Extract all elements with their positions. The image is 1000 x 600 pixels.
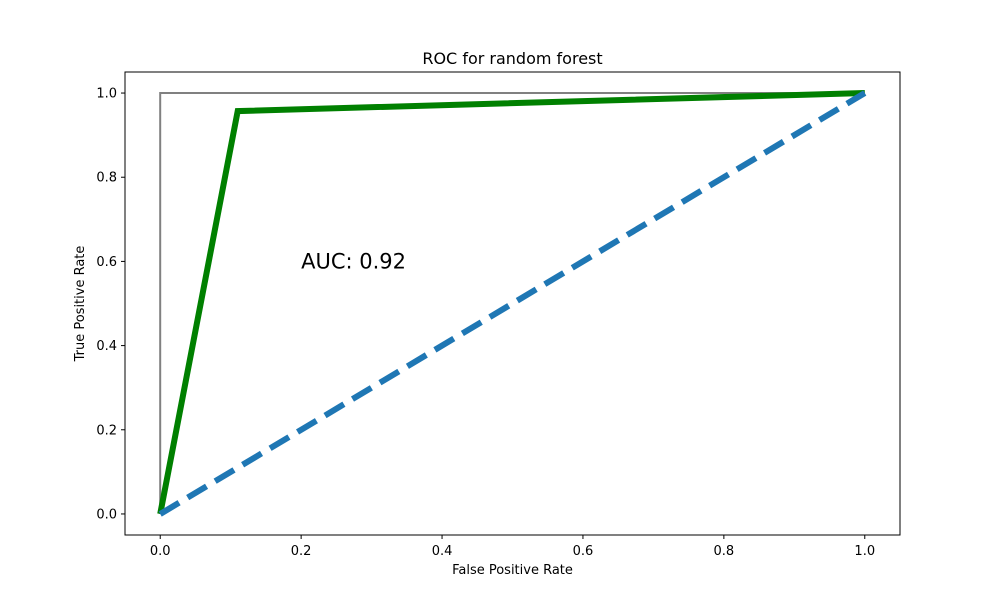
y-tick-label: 1.0 <box>96 87 117 102</box>
x-tick-label: 1.0 <box>854 544 875 559</box>
plot-area <box>157 90 867 517</box>
y-tick-label: 0.8 <box>96 171 117 186</box>
y-tick-label: 0.4 <box>96 339 117 354</box>
chart-title: ROC for random forest <box>422 49 602 68</box>
y-tick-label: 0.0 <box>96 507 117 522</box>
y-axis-title: True Positive Rate <box>73 246 88 363</box>
x-tick-label: 0.0 <box>150 544 171 559</box>
axes-frame <box>124 71 901 536</box>
y-axis: 0.0 0.2 0.4 0.6 0.8 1.0 <box>96 87 125 522</box>
y-tick-label: 0.6 <box>96 255 117 270</box>
x-axis-title: False Positive Rate <box>452 563 573 578</box>
x-tick-label: 0.8 <box>714 544 735 559</box>
auc-annotation: AUC: 0.92 <box>301 249 406 273</box>
perfect-classifier-line <box>159 92 865 514</box>
annotations: AUC: 0.92 <box>301 249 406 273</box>
roc-curve-line <box>157 90 865 515</box>
y-tick-label: 0.2 <box>96 423 117 438</box>
x-axis: 0.0 0.2 0.4 0.6 0.8 1.0 <box>150 535 875 559</box>
x-tick-label: 0.4 <box>432 544 453 559</box>
x-tick-label: 0.2 <box>291 544 312 559</box>
x-tick-label: 0.6 <box>573 544 594 559</box>
random-baseline-line <box>158 90 867 517</box>
